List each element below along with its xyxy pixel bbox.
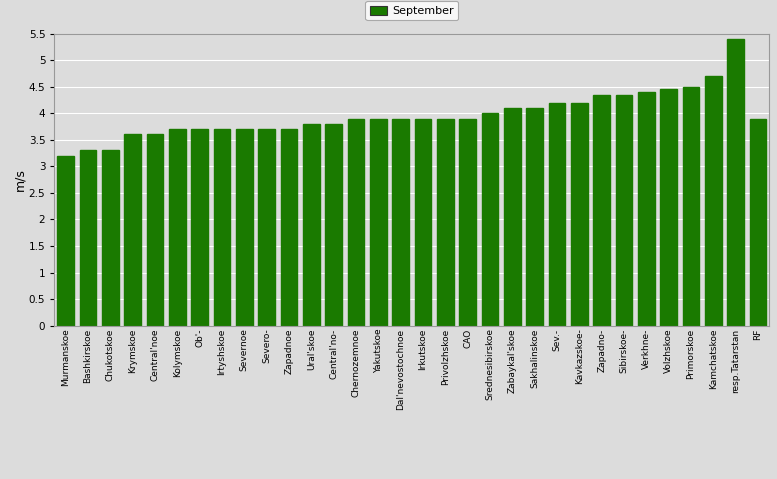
Bar bbox=[370, 118, 387, 326]
Bar bbox=[57, 156, 74, 326]
Bar bbox=[303, 124, 319, 326]
Bar bbox=[258, 129, 275, 326]
Bar bbox=[415, 118, 431, 326]
Bar bbox=[79, 150, 96, 326]
Bar bbox=[727, 39, 744, 326]
Bar bbox=[437, 118, 454, 326]
Bar bbox=[124, 135, 141, 326]
Bar bbox=[594, 95, 610, 326]
Bar bbox=[638, 92, 655, 326]
Bar bbox=[683, 87, 699, 326]
Bar bbox=[326, 124, 342, 326]
Bar bbox=[102, 150, 119, 326]
Bar bbox=[347, 118, 364, 326]
Bar bbox=[459, 118, 476, 326]
Bar bbox=[482, 113, 498, 326]
Bar bbox=[392, 118, 409, 326]
Bar bbox=[526, 108, 543, 326]
Bar bbox=[280, 129, 298, 326]
Bar bbox=[214, 129, 230, 326]
Bar bbox=[169, 129, 186, 326]
Bar bbox=[191, 129, 208, 326]
Bar bbox=[236, 129, 253, 326]
Bar bbox=[660, 89, 677, 326]
Bar bbox=[750, 118, 766, 326]
Bar bbox=[705, 76, 722, 326]
Y-axis label: m/s: m/s bbox=[13, 168, 26, 191]
Bar bbox=[571, 103, 587, 326]
Legend: September: September bbox=[365, 1, 458, 21]
Bar bbox=[504, 108, 521, 326]
Bar bbox=[147, 135, 163, 326]
Bar bbox=[615, 95, 632, 326]
Bar bbox=[549, 103, 566, 326]
